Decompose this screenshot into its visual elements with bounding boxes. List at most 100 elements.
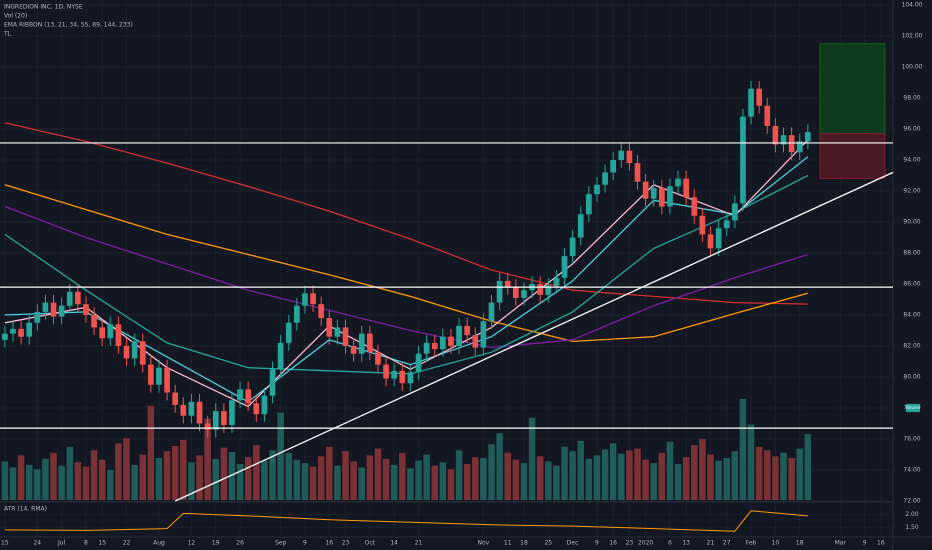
volume-bar <box>180 440 187 500</box>
x-tick-label: Nov <box>478 540 490 547</box>
y-tick-label: 96.00 <box>903 126 920 133</box>
x-tick-label: 21 <box>415 540 423 547</box>
volume-bar <box>447 469 455 500</box>
y-tick-label: 86.00 <box>903 281 920 288</box>
volume-bar <box>682 457 690 500</box>
candle-body <box>415 353 422 373</box>
volume-tag: Volume <box>906 405 921 410</box>
volume-bar <box>50 452 57 500</box>
volume-bar <box>658 452 666 500</box>
volume-bar <box>423 454 430 500</box>
volume-bar <box>415 460 422 500</box>
x-tick-label: 11 <box>504 540 512 547</box>
volume-bar <box>228 452 236 500</box>
volume-bar <box>707 454 714 500</box>
candle-body <box>577 214 584 238</box>
volume-bar <box>715 460 722 500</box>
candle-body <box>431 342 438 350</box>
volume-bar <box>58 465 65 500</box>
candle-body <box>448 336 454 346</box>
candle-body <box>358 333 365 354</box>
x-tick-label: Dec <box>567 540 579 547</box>
volume-bar <box>463 464 471 500</box>
stop-zone <box>819 133 886 180</box>
volume-bar <box>34 469 41 500</box>
volume-bar <box>488 444 495 500</box>
candle-body <box>667 186 673 207</box>
x-tick-label: 10 <box>772 540 780 547</box>
candle-body <box>50 302 57 317</box>
volume-bar <box>755 446 763 500</box>
x-tick-label: 8 <box>84 540 88 547</box>
volume-bar <box>747 424 755 500</box>
volume-bar <box>42 458 49 500</box>
volume-bar <box>350 461 357 500</box>
target-zone <box>819 43 886 135</box>
y-tick-label: 102.00 <box>902 33 923 40</box>
x-tick-label: 25 <box>544 540 552 547</box>
candle-body <box>253 403 260 415</box>
trend-line <box>174 171 894 502</box>
volume-bar <box>504 452 511 500</box>
y-tick-label: 98.00 <box>903 95 920 102</box>
candle-body <box>610 160 617 173</box>
volume-bar <box>399 452 406 500</box>
volume-bar <box>390 464 398 500</box>
volume-bar <box>577 440 584 500</box>
x-tick-label: 16 <box>877 540 885 547</box>
volume-bar <box>480 458 487 500</box>
candle-body <box>196 401 203 424</box>
volume-bar <box>366 455 374 500</box>
x-tick-label: 18 <box>796 540 804 547</box>
volume-bar <box>74 462 82 500</box>
candle-body <box>148 364 154 385</box>
volume-bar <box>244 457 252 500</box>
candle-body <box>804 132 811 142</box>
candle-body <box>269 369 276 396</box>
volume-bar <box>342 451 349 500</box>
candle-body <box>383 364 389 379</box>
x-tick-label: 9 <box>303 540 307 547</box>
y-tick-label: 82.00 <box>903 343 920 350</box>
atr-line <box>4 510 808 532</box>
x-tick-label: 9 <box>595 540 599 547</box>
volume-bar <box>309 466 317 500</box>
candle-body <box>131 341 138 359</box>
candle-body <box>764 105 771 126</box>
ema-line <box>4 122 808 305</box>
candle-body <box>302 293 308 306</box>
candle-body <box>618 150 625 160</box>
x-tick-label: Feb <box>746 540 757 547</box>
candle-body <box>626 150 633 164</box>
candle-body <box>188 401 195 416</box>
candle-body <box>83 304 89 315</box>
volume-bar <box>253 445 260 500</box>
y-tick-label: 72.00 <box>903 498 920 505</box>
x-tick-label: 19 <box>212 540 220 547</box>
volume-bar <box>147 405 155 500</box>
candle-body <box>683 178 690 198</box>
x-tick-label: 22 <box>123 540 131 547</box>
x-tick-label: 12 <box>188 540 196 547</box>
candle-body <box>464 325 471 336</box>
candle-body <box>423 342 430 354</box>
volume-bar <box>196 455 203 500</box>
candle-body <box>58 305 65 317</box>
volume-bar <box>796 448 803 500</box>
volume-bar <box>17 455 25 500</box>
x-tick-label: Sep <box>275 540 287 547</box>
candle-body <box>66 291 73 306</box>
volume-bar <box>609 443 617 500</box>
candle-body <box>472 335 479 348</box>
volume-bar <box>131 464 138 500</box>
atr-title: ATR (14, RMA) <box>4 506 47 513</box>
candle-body <box>123 346 130 359</box>
volume-bar <box>285 452 292 500</box>
indicator-label: EMA RIBBON (13, 21, 34, 55, 89, 144, 233… <box>4 22 133 29</box>
x-tick-label: Oct <box>365 540 376 547</box>
candle-body <box>310 293 316 305</box>
candle-body <box>594 184 600 195</box>
volume-bar <box>455 450 463 500</box>
chart-title: INGREDION INC, 1D, NYSE <box>4 4 83 11</box>
